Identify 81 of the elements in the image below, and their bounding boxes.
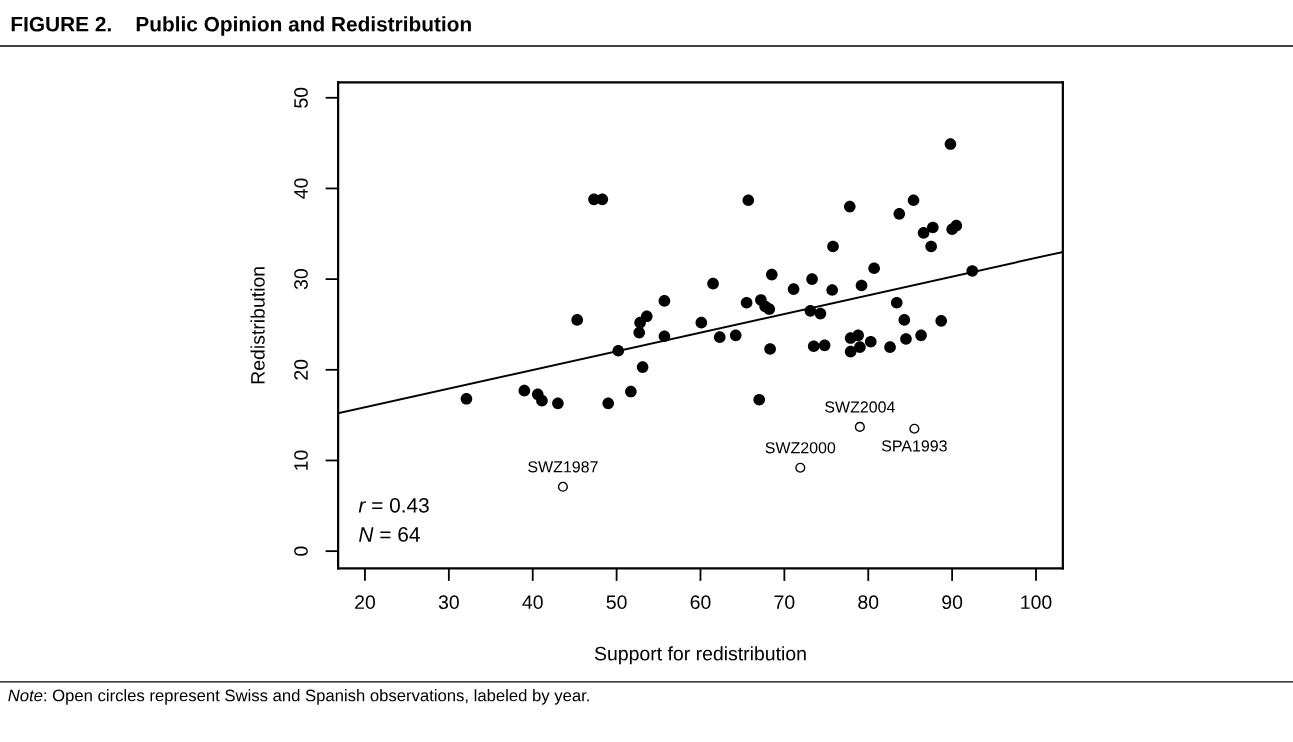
point <box>807 340 820 353</box>
x-tick-label: 90 <box>942 595 963 610</box>
y-tick-label: 30 <box>294 269 308 290</box>
point <box>827 240 839 253</box>
chart-title: FIGURE 2. Public Opinion and Redistribution <box>11 16 471 36</box>
point <box>571 314 583 326</box>
point <box>843 200 856 213</box>
x-tick-label: 50 <box>606 595 627 610</box>
point <box>658 295 671 307</box>
point <box>909 423 920 434</box>
point <box>864 335 877 348</box>
text: Note: Open circles represent Swiss and Spanish observations, labeled by year. <box>8 689 589 705</box>
point <box>552 397 564 410</box>
point <box>935 315 948 327</box>
y-tick-label: 10 <box>294 450 308 470</box>
point <box>898 314 911 326</box>
point <box>765 268 778 281</box>
point <box>917 227 930 239</box>
x-tick-label: 20 <box>355 595 376 610</box>
point <box>460 393 473 405</box>
point <box>854 421 865 433</box>
point <box>826 284 838 296</box>
point <box>900 333 912 345</box>
point <box>814 307 827 320</box>
point <box>852 329 864 342</box>
point <box>806 273 818 285</box>
point <box>713 331 726 343</box>
point <box>764 343 776 355</box>
x-tick-label: 100 <box>1021 595 1052 610</box>
point <box>950 219 963 232</box>
point <box>893 208 906 220</box>
point <box>602 397 615 410</box>
x-tick-label: 40 <box>522 595 543 610</box>
annotation: SWZ2000 <box>765 442 836 454</box>
point <box>518 384 531 397</box>
y-tick-label: 40 <box>294 178 308 199</box>
point <box>804 305 817 317</box>
point <box>944 138 957 150</box>
point <box>915 329 927 342</box>
point <box>966 265 979 277</box>
point <box>795 462 806 473</box>
point <box>753 393 766 406</box>
point <box>636 361 649 373</box>
x-tick-label: 70 <box>774 595 795 610</box>
point <box>890 296 903 309</box>
point <box>854 341 866 353</box>
point <box>729 329 742 342</box>
point <box>868 262 880 275</box>
annotation: SPA1993 <box>881 440 947 452</box>
point <box>907 194 920 207</box>
point <box>640 310 653 323</box>
point <box>925 240 937 253</box>
point <box>742 194 755 207</box>
point <box>633 326 646 339</box>
annotation: SWZ1987 <box>528 461 598 473</box>
point <box>658 330 671 343</box>
point <box>884 341 896 353</box>
x-tick-label: 30 <box>438 595 459 610</box>
annotation: N = 64 <box>359 527 420 542</box>
point <box>740 296 753 309</box>
point <box>787 283 800 295</box>
annotation: SWZ2004 <box>825 401 895 413</box>
point <box>927 221 939 234</box>
point <box>557 481 569 492</box>
point <box>844 345 857 358</box>
y-tick-label: 0 <box>294 546 308 556</box>
annotation: r = 0.43 <box>358 497 429 513</box>
x-tick-label: 60 <box>690 595 711 610</box>
y-axis-title: Redistribution <box>250 267 265 384</box>
y-tick-label: 50 <box>294 87 308 108</box>
point <box>763 303 776 315</box>
point <box>625 385 637 398</box>
x-axis-title: Support for redistribution <box>594 646 806 665</box>
x-tick-label: 80 <box>858 595 879 610</box>
point <box>536 394 548 407</box>
point <box>612 344 625 357</box>
point <box>695 316 708 329</box>
point <box>818 339 831 352</box>
point <box>707 277 719 290</box>
point <box>855 279 868 292</box>
y-tick-label: 20 <box>294 359 308 380</box>
